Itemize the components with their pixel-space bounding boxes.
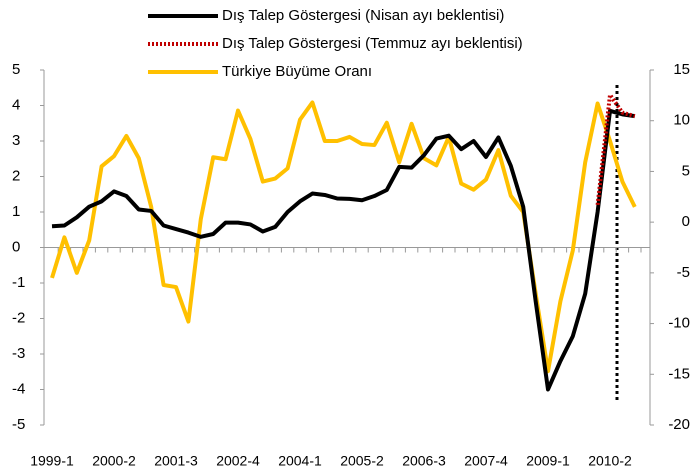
y-tick-label: -4 xyxy=(12,380,25,397)
x-tick-label: 2002-4 xyxy=(216,453,260,469)
series-line xyxy=(51,108,636,392)
y-tick-label: -1 xyxy=(12,274,25,291)
y-tick-label: 1 xyxy=(12,203,20,220)
x-tick-label: 2001-3 xyxy=(154,453,198,469)
legend-label: Dış Talep Göstergesi (Nisan ayı beklenti… xyxy=(222,7,504,24)
y2-tick-label: -5 xyxy=(677,264,690,281)
y-tick-label: 0 xyxy=(12,238,20,255)
y-tick-label: 3 xyxy=(12,132,20,149)
y-tick-label: -2 xyxy=(12,309,25,326)
y-tick-label: 5 xyxy=(12,61,20,78)
x-tick-label: 2010-2 xyxy=(588,453,632,469)
x-tick-label: 2007-4 xyxy=(464,453,508,469)
y-tick-label: 4 xyxy=(12,96,20,113)
y2-tick-label: 0 xyxy=(682,213,690,230)
legend-label: Dış Talep Göstergesi (Temmuz ayı beklent… xyxy=(222,35,523,52)
series-line xyxy=(595,92,636,206)
x-tick-label: 2000-2 xyxy=(92,453,136,469)
y2-tick-label: -10 xyxy=(668,315,690,332)
legend-label: Türkiye Büyüme Oranı xyxy=(222,63,372,80)
y-tick-label: -3 xyxy=(12,345,25,362)
y2-tick-label: -20 xyxy=(668,416,690,433)
y2-tick-label: -15 xyxy=(668,365,690,382)
y2-tick-label: 5 xyxy=(682,162,690,179)
y-tick-label: -5 xyxy=(12,416,25,433)
x-tick-label: 2009-1 xyxy=(526,453,570,469)
x-tick-label: 2005-2 xyxy=(340,453,384,469)
y-tick-label: 2 xyxy=(12,167,20,184)
x-tick-label: 2006-3 xyxy=(402,453,446,469)
y2-tick-label: 10 xyxy=(673,112,690,129)
y2-tick-label: 15 xyxy=(673,61,690,78)
x-tick-label: 2004-1 xyxy=(278,453,322,469)
x-tick-label: 1999-1 xyxy=(30,453,74,469)
series-line xyxy=(50,100,637,374)
